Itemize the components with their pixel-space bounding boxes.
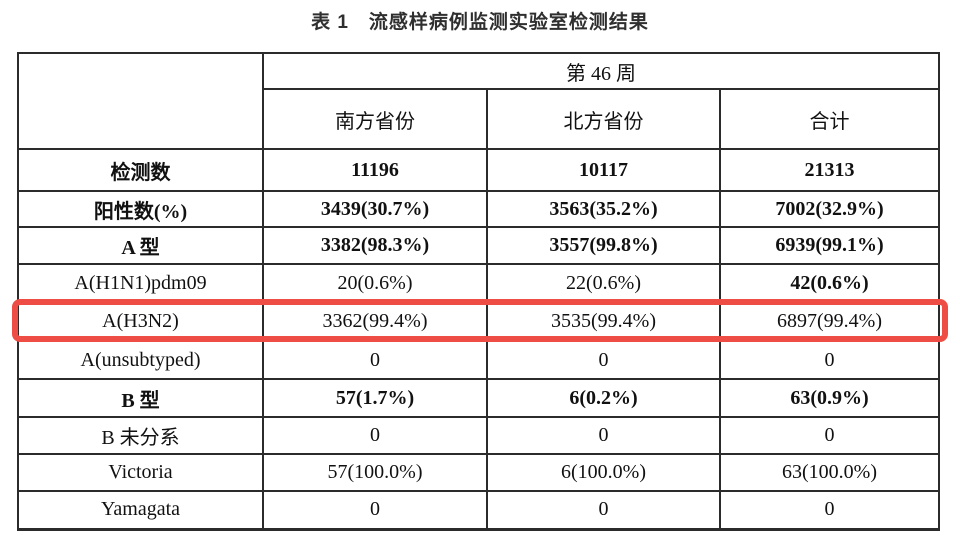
cell-south: 3382(98.3%) [262,226,488,265]
cell-south: 3362(99.4%) [262,301,488,342]
header-row-columns: 南方省份 北方省份 合计 [18,88,940,150]
row-label: Victoria [17,453,264,492]
corner-cell [17,52,264,150]
cell-total: 6897(99.4%) [719,301,940,342]
cell-total: 7002(32.9%) [719,190,940,228]
column-header-south: 南方省份 [262,88,488,150]
table-row-victoria: Victoria 57(100.0%) 6(100.0%) 63(100.0%) [17,453,940,492]
table-row-b-unassigned-lineage: B 未分系 0 0 0 [17,416,940,455]
table-row-h3n2: A(H3N2) 3362(99.4%) 3535(99.4%) 6897(99.… [17,301,940,342]
cell-north: 22(0.6%) [486,263,721,303]
cell-north: 3557(99.8%) [486,226,721,265]
cell-north: 0 [486,416,721,455]
week-header-cell: 第 46 周 [262,52,940,90]
cell-north: 6(100.0%) [486,453,721,492]
cell-south: 20(0.6%) [262,263,488,303]
cell-north: 3563(35.2%) [486,190,721,228]
table-row-type-b: B 型 57(1.7%) 6(0.2%) 63(0.9%) [17,378,940,418]
cell-south: 57(1.7%) [262,378,488,418]
cell-north: 0 [486,490,721,531]
table-row-tested-count: 检测数 11196 10117 21313 [17,148,940,192]
row-label: B 型 [17,378,264,418]
cell-south: 0 [262,416,488,455]
cell-north: 10117 [486,148,721,192]
cell-total: 63(100.0%) [719,453,940,492]
header-row-week: 第 46 周 [17,52,940,150]
cell-south: 3439(30.7%) [262,190,488,228]
cell-total: 6939(99.1%) [719,226,940,265]
cell-south: 0 [262,340,488,380]
influenza-surveillance-table: 第 46 周 南方省份 北方省份 合计 检测数 11196 10117 2131… [17,52,940,531]
row-label: A(H3N2) [17,301,264,342]
cell-north: 3535(99.4%) [486,301,721,342]
row-label: 检测数 [17,148,264,192]
column-header-north: 北方省份 [486,88,721,150]
cell-south: 57(100.0%) [262,453,488,492]
column-header-total: 合计 [719,88,940,150]
cell-north: 6(0.2%) [486,378,721,418]
table-row-positive-count: 阳性数(%) 3439(30.7%) 3563(35.2%) 7002(32.9… [17,190,940,228]
cell-north: 0 [486,340,721,380]
cell-total: 0 [719,490,940,531]
row-label: 阳性数(%) [17,190,264,228]
row-label: A(H1N1)pdm09 [17,263,264,303]
table-row-type-a: A 型 3382(98.3%) 3557(99.8%) 6939(99.1%) [17,226,940,265]
cell-total: 0 [719,416,940,455]
table-row-yamagata: Yamagata 0 0 0 [17,490,940,531]
table-row-h1n1pdm09: A(H1N1)pdm09 20(0.6%) 22(0.6%) 42(0.6%) [17,263,940,303]
page-title: 表 1 流感样病例监测实验室检测结果 [311,12,649,33]
cell-total: 21313 [719,148,940,192]
cell-total: 0 [719,340,940,380]
row-label: B 未分系 [17,416,264,455]
cell-south: 11196 [262,148,488,192]
table-row-a-unsubtyped: A(unsubtyped) 0 0 0 [17,340,940,380]
row-label: Yamagata [17,490,264,531]
cell-total: 63(0.9%) [719,378,940,418]
cell-total: 42(0.6%) [719,263,940,303]
row-label: A 型 [17,226,264,265]
cell-south: 0 [262,490,488,531]
row-label: A(unsubtyped) [17,340,264,380]
